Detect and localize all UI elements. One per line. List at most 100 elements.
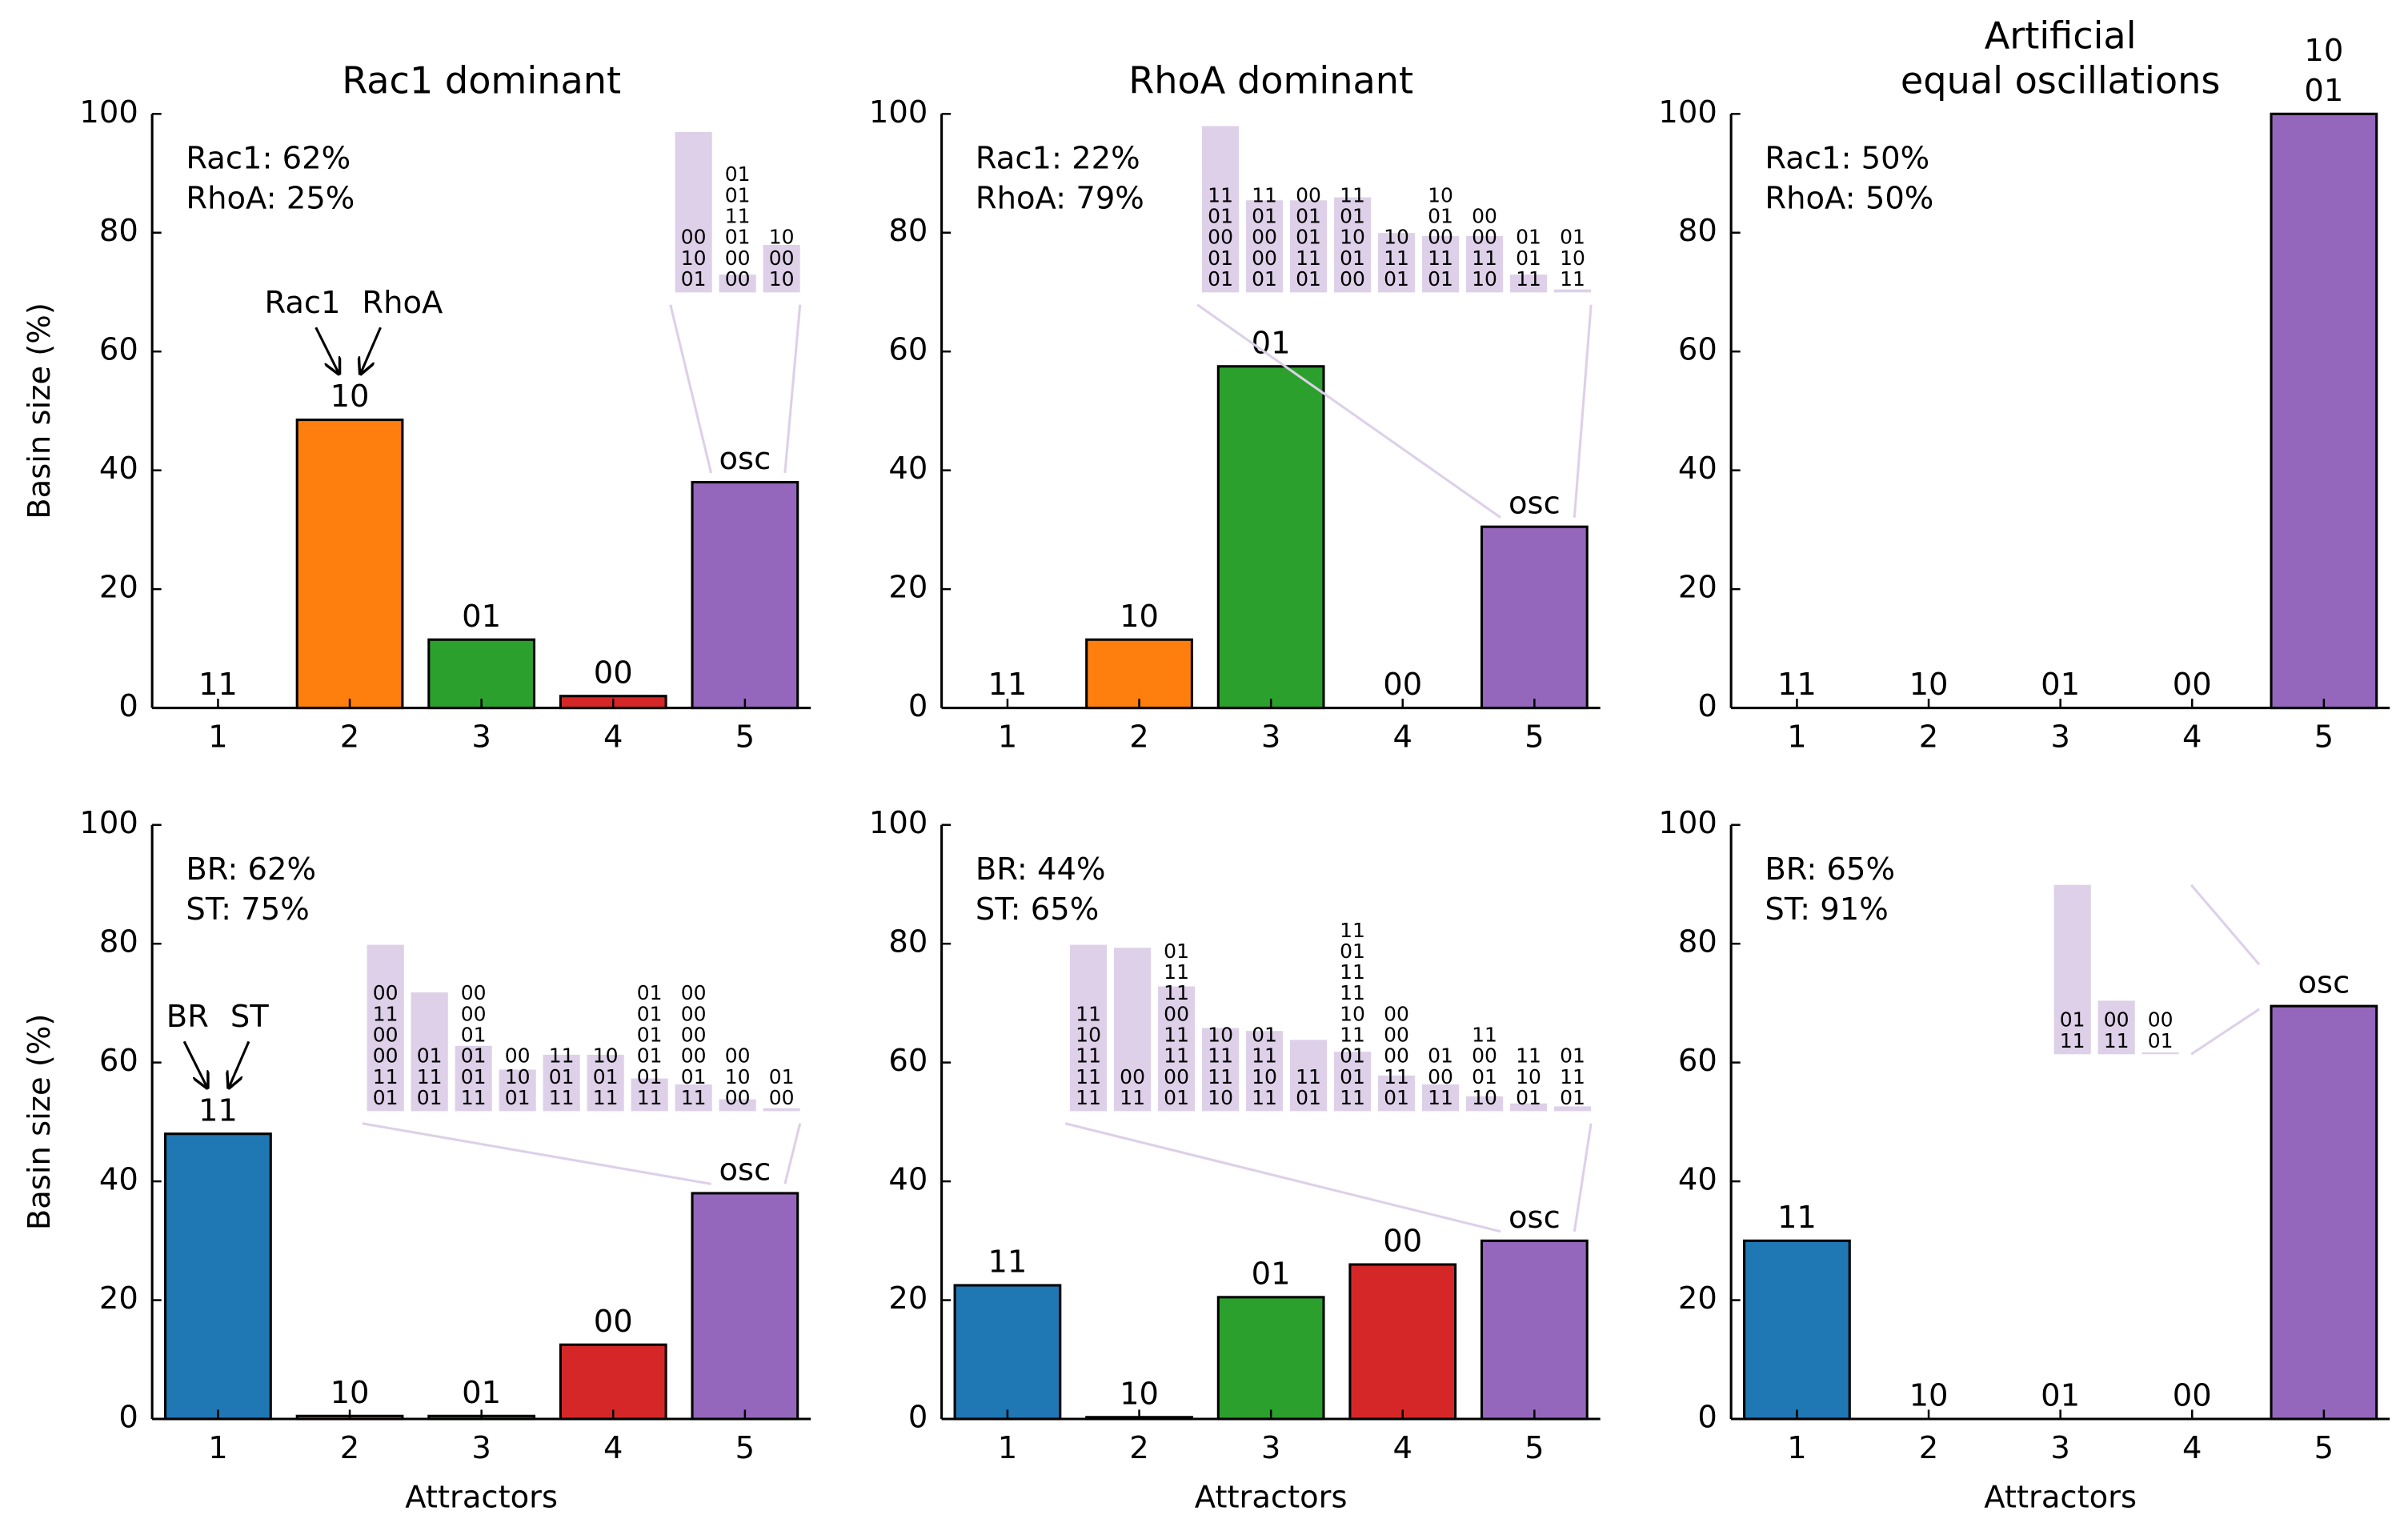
y-tick-label: 40 <box>99 451 138 487</box>
inset-label: 11 <box>1252 1086 1277 1109</box>
bar-label: 00 <box>2173 667 2212 703</box>
bar-label: 01 <box>2041 1378 2080 1414</box>
inset-bar <box>1333 197 1372 293</box>
bar <box>953 1284 1062 1421</box>
inset-label: 01 <box>1252 267 1277 291</box>
inset-label: 11 <box>1340 960 1365 984</box>
inset-label: 11 <box>1428 1086 1453 1109</box>
y-tick-label: 0 <box>1697 688 1717 724</box>
x-tick-label: 4 <box>1393 719 1412 755</box>
y-tick-label: 20 <box>99 1280 138 1317</box>
x-tick-label: 3 <box>471 719 491 755</box>
inset-label: 11 <box>1164 1024 1189 1047</box>
y-tick-label: 20 <box>888 1280 928 1317</box>
inset-label: 11 <box>1340 981 1365 1004</box>
inset-label: 01 <box>1560 226 1585 249</box>
inset-label: 11 <box>637 1086 663 1109</box>
inset-label: 00 <box>1472 226 1497 249</box>
inset-label: 01 <box>1208 205 1233 228</box>
inset-label: 01 <box>1560 1086 1585 1109</box>
y-tick-label: 80 <box>99 924 138 960</box>
connector <box>783 1123 802 1184</box>
inset-label: 00 <box>681 1002 707 1025</box>
y-axis-label: Basin size (%) <box>22 1014 58 1231</box>
bar-label: osc <box>1509 1200 1561 1236</box>
inset-label: 11 <box>549 1086 575 1109</box>
chart-title: Rac1 dominant <box>342 58 621 102</box>
inset-label: 11 <box>1428 246 1453 270</box>
inset-label: 01 <box>593 1065 619 1088</box>
inset-label: 10 <box>505 1065 531 1088</box>
inset-label: 00 <box>681 1044 707 1068</box>
inset-label: 10 <box>769 226 795 249</box>
bar <box>1216 1296 1325 1421</box>
inset-label: 01 <box>1560 1044 1585 1068</box>
inset-label: 00 <box>1384 1044 1409 1068</box>
inset-label: 01 <box>1384 267 1409 291</box>
inset-bar <box>1289 1040 1328 1112</box>
inset-bar <box>675 1084 712 1112</box>
y-tick-label: 100 <box>1658 94 1717 130</box>
bar-label: 10 <box>1120 599 1159 635</box>
y-tick-label: 40 <box>99 1162 138 1198</box>
inset-label: 01 <box>1516 1086 1541 1109</box>
inset-label: 00 <box>1384 1024 1409 1047</box>
x-tick-label: 5 <box>2314 1430 2334 1466</box>
x-tick-label: 1 <box>208 719 227 755</box>
bar-label: 10 <box>1909 667 1949 703</box>
inset-label: 00 <box>681 1024 707 1047</box>
y-axis-label: Basin size (%) <box>22 303 58 519</box>
inset-label: 00 <box>681 226 707 249</box>
inset-label: 00 <box>725 246 751 270</box>
inset-label: 00 <box>769 246 795 270</box>
inset-label: 11 <box>1560 1065 1585 1088</box>
bar <box>1480 1239 1589 1421</box>
inset-label: 00 <box>1472 1044 1497 1068</box>
inset-label: 01 <box>1296 205 1321 228</box>
x-tick-label: 5 <box>735 1430 755 1466</box>
y-tick-label: 20 <box>888 570 928 606</box>
inset-label: 01 <box>1164 940 1189 963</box>
inset-label: 11 <box>1296 1065 1321 1088</box>
inset-label: 10 <box>1428 183 1453 206</box>
inset-label: 00 <box>373 1044 399 1068</box>
inset-label: 10 <box>1208 1086 1233 1109</box>
annotation: BR: 62% <box>186 852 316 888</box>
inset-label: 10 <box>681 246 707 270</box>
bar-label: 00 <box>594 1304 633 1340</box>
inset-bar <box>719 275 756 293</box>
inset-label: 11 <box>1076 1044 1101 1068</box>
inset-bar <box>2142 1052 2179 1055</box>
inset-label: 01 <box>725 226 751 249</box>
annotation: ST: 75% <box>186 892 309 928</box>
annotation: Rac1: 50% <box>1765 140 1929 176</box>
inset-label: 10 <box>593 1044 619 1068</box>
annotation: ST: 65% <box>976 892 1099 928</box>
annotation: RhoA: 25% <box>186 180 355 216</box>
inset-bar <box>1377 1075 1416 1112</box>
y-tick-label: 40 <box>888 1162 928 1198</box>
y-tick-label: 60 <box>888 1043 928 1079</box>
bar-label: 11 <box>198 1092 238 1128</box>
bar <box>164 1132 272 1421</box>
inset-label: 10 <box>1208 1024 1233 1047</box>
inset-label: 11 <box>1164 981 1189 1004</box>
bar <box>2270 112 2378 710</box>
arrow <box>361 327 382 374</box>
inset-label: 11 <box>1208 1065 1233 1088</box>
y-tick-label: 100 <box>79 94 138 130</box>
bar-label: 00 <box>594 655 633 691</box>
inset-label: 10 <box>1384 226 1409 249</box>
inset-bar <box>587 1054 624 1112</box>
inset-label: 11 <box>1340 919 1365 942</box>
bar-label: 00 <box>1383 667 1422 703</box>
inset-label: 01 <box>1516 226 1541 249</box>
inset-bar <box>2097 1000 2135 1055</box>
x-tick-label: 4 <box>1393 1430 1412 1466</box>
inset-label: 01 <box>1428 1044 1453 1068</box>
x-tick-label: 2 <box>340 719 359 755</box>
inset-label: 10 <box>1076 1024 1101 1047</box>
annotation: Rac1: 62% <box>186 140 351 176</box>
x-tick-label: 2 <box>340 1430 359 1466</box>
